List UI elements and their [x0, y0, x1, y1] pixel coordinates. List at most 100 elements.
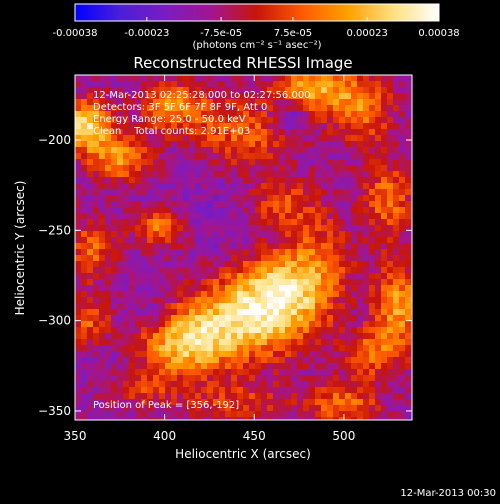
heatmap-cell	[351, 249, 358, 256]
heatmap-cell	[105, 345, 112, 352]
heatmap-cell	[231, 207, 238, 214]
heatmap-cell	[369, 225, 376, 232]
heatmap-cell	[111, 315, 118, 322]
heatmap-cell	[201, 297, 208, 304]
heatmap-cell	[183, 195, 190, 202]
heatmap-cell	[321, 225, 328, 232]
heatmap-cell	[129, 141, 136, 148]
heatmap-cell	[249, 255, 256, 262]
heatmap-cell	[387, 387, 394, 394]
heatmap-cell	[189, 405, 196, 412]
heatmap-cell	[261, 213, 268, 220]
heatmap-cell	[195, 237, 202, 244]
heatmap-cell	[381, 381, 388, 388]
heatmap-cell	[309, 105, 316, 112]
heatmap-cell	[87, 111, 94, 118]
heatmap-cell	[183, 141, 190, 148]
heatmap-cell	[141, 213, 148, 220]
heatmap-cell	[105, 399, 112, 406]
heatmap-cell	[111, 153, 118, 160]
heatmap-cell	[351, 195, 358, 202]
heatmap-cell	[87, 339, 94, 346]
heatmap-cell	[105, 123, 112, 130]
heatmap-cell	[159, 261, 166, 268]
heatmap-cell	[369, 153, 376, 160]
heatmap-cell	[243, 99, 250, 106]
heatmap-cell	[303, 369, 310, 376]
heatmap-cell	[333, 231, 340, 238]
heatmap-cell	[279, 153, 286, 160]
heatmap-cell	[339, 159, 346, 166]
heatmap-cell	[201, 141, 208, 148]
heatmap-cell	[123, 339, 130, 346]
heatmap-cell	[105, 231, 112, 238]
heatmap-cell	[261, 153, 268, 160]
heatmap-cell	[327, 297, 334, 304]
heatmap-cell	[117, 303, 124, 310]
heatmap-cell	[303, 273, 310, 280]
heatmap-cell	[99, 129, 106, 136]
heatmap-cell	[225, 351, 232, 358]
heatmap-cell	[153, 285, 160, 292]
heatmap-cell	[81, 93, 88, 100]
heatmap-cell	[159, 357, 166, 364]
heatmap-cell	[309, 411, 316, 418]
heatmap-cell	[105, 267, 112, 274]
heatmap-cell	[399, 189, 406, 196]
heatmap-cell	[195, 309, 202, 316]
heatmap-cell	[231, 321, 238, 328]
heatmap-cell	[399, 369, 406, 376]
heatmap-cell	[177, 339, 184, 346]
heatmap-cell	[81, 189, 88, 196]
heatmap-cell	[303, 351, 310, 358]
heatmap-cell	[249, 93, 256, 100]
heatmap-cell	[363, 225, 370, 232]
heatmap-cell	[369, 321, 376, 328]
heatmap-cell	[297, 285, 304, 292]
heatmap-cell	[231, 417, 238, 420]
heatmap-cell	[399, 141, 406, 148]
heatmap-cell	[255, 315, 262, 322]
heatmap-cell	[243, 291, 250, 298]
heatmap-cell	[381, 309, 388, 316]
heatmap-cell	[225, 135, 232, 142]
heatmap-cell	[309, 357, 316, 364]
heatmap-cell	[273, 135, 280, 142]
heatmap-cell	[147, 213, 154, 220]
heatmap-cell	[159, 255, 166, 262]
heatmap-cell	[381, 171, 388, 178]
heatmap-cell	[237, 279, 244, 286]
heatmap-cell	[237, 243, 244, 250]
heatmap-cell	[201, 111, 208, 118]
heatmap-cell	[357, 255, 364, 262]
heatmap-cell	[225, 399, 232, 406]
heatmap-cell	[93, 225, 100, 232]
footer-timestamp: 12-Mar-2013 00:30	[400, 488, 496, 499]
heatmap-cell	[81, 255, 88, 262]
heatmap-cell	[273, 387, 280, 394]
heatmap-cell	[75, 111, 82, 118]
heatmap-cell	[183, 123, 190, 130]
heatmap-cell	[147, 321, 154, 328]
heatmap-cell	[321, 399, 328, 406]
heatmap-cell	[321, 357, 328, 364]
heatmap-cell	[255, 267, 262, 274]
heatmap-cell	[393, 351, 400, 358]
heatmap-cell	[297, 411, 304, 418]
heatmap-cell	[183, 381, 190, 388]
heatmap-cell	[381, 81, 388, 88]
heatmap-cell	[225, 333, 232, 340]
heatmap-cell	[165, 321, 172, 328]
heatmap-cell	[123, 381, 130, 388]
heatmap-cell	[321, 279, 328, 286]
heatmap-cell	[129, 297, 136, 304]
heatmap-cell	[129, 285, 136, 292]
heatmap-cell	[195, 249, 202, 256]
heatmap-cell	[177, 411, 184, 418]
heatmap-cell	[333, 369, 340, 376]
heatmap-cell	[75, 261, 82, 268]
heatmap-cell	[393, 417, 400, 420]
heatmap-cell	[375, 201, 382, 208]
heatmap-cell	[327, 135, 334, 142]
heatmap-cell	[321, 93, 328, 100]
